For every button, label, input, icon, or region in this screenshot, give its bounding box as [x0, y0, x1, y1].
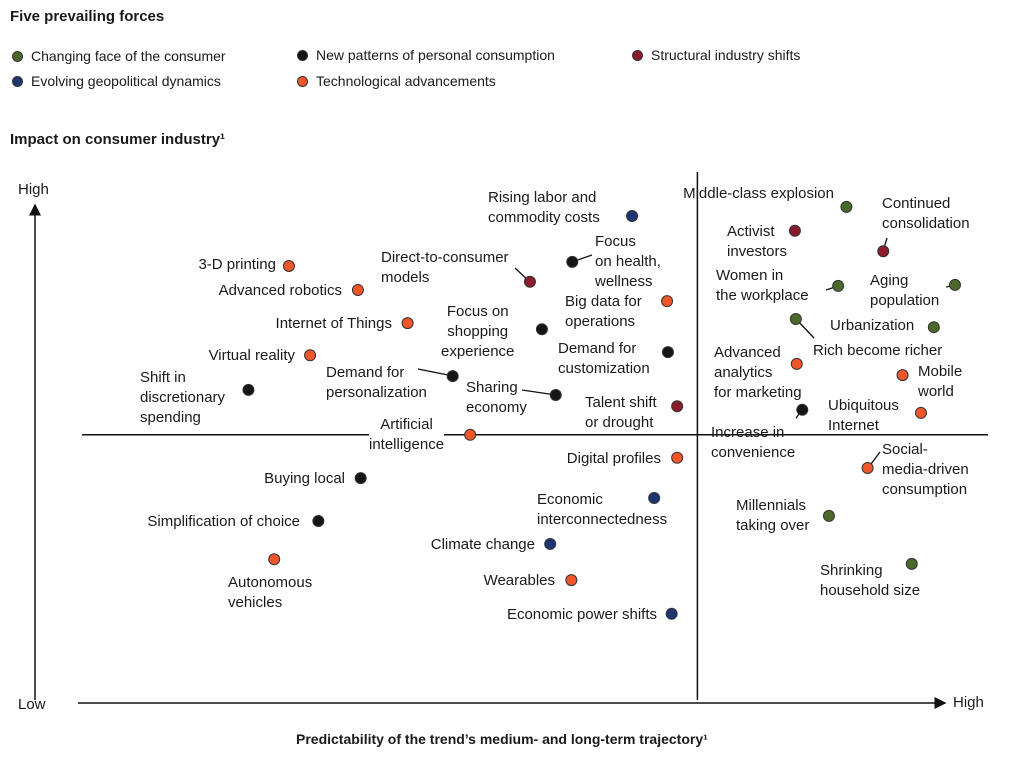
legend-title: Five prevailing forces: [10, 8, 165, 25]
data-label: Continued consolidation: [882, 195, 970, 232]
data-label: Rising labor and commodity costs: [488, 189, 600, 226]
data-point: [268, 553, 281, 566]
data-label: Ubiquitous Internet: [828, 397, 899, 434]
legend-label: Evolving geopolitical dynamics: [31, 73, 221, 89]
legend-label: Changing face of the consumer: [31, 48, 226, 64]
y-axis-high-label: High: [18, 181, 49, 198]
data-point: [822, 509, 835, 522]
data-point: [549, 389, 562, 402]
data-point: [661, 295, 674, 308]
data-label: Shift in discretionary spending: [140, 369, 226, 426]
data-label: Autonomous vehicles: [228, 574, 313, 611]
x-axis-low-label: Low: [18, 696, 46, 713]
data-point: [788, 224, 801, 237]
legend-dot: [297, 49, 308, 61]
data-label: Demand for customization: [558, 340, 650, 377]
data-point: [905, 557, 918, 570]
data-label: Sharing economy: [466, 379, 527, 416]
data-label: Economic interconnectedness: [537, 491, 668, 528]
data-label: Economic power shifts: [506, 606, 657, 623]
data-point: [446, 370, 459, 383]
data-point: [401, 317, 414, 330]
legend-item-tech: Technological advancements: [297, 73, 496, 89]
data-point: [949, 278, 961, 291]
data-point: [535, 323, 548, 336]
data-point: [661, 346, 674, 359]
data-point: [896, 369, 909, 382]
legend-label: Technological advancements: [316, 73, 496, 89]
data-label: Aging population: [870, 272, 940, 309]
data-point: [671, 400, 684, 413]
data-point: [877, 245, 890, 258]
data-label: Advanced robotics: [218, 282, 342, 299]
data-label: Social- media-driven consumption: [882, 441, 969, 498]
data-label: Middle-class explosion: [683, 185, 834, 202]
data-point: [927, 321, 940, 334]
data-point: [304, 349, 317, 362]
data-point: [282, 259, 295, 272]
legend-dot: [12, 50, 23, 62]
data-label: Direct-to-consumer models: [381, 249, 509, 286]
x-axis-title: Predictability of the trend’s medium- an…: [296, 731, 708, 747]
data-label: Millennials taking over: [736, 497, 810, 534]
legend-dot: [297, 75, 308, 87]
data-label: Climate change: [430, 536, 535, 553]
data-point: [790, 357, 803, 370]
data-label: Simplification of choice: [147, 513, 300, 530]
legend-item-geopolitical: Evolving geopolitical dynamics: [12, 73, 221, 89]
data-label: 3-D printing: [198, 256, 276, 273]
data-label: Advanced analytics for marketing: [714, 344, 802, 401]
x-axis-high-label: High: [953, 694, 984, 711]
data-label: Shrinking household size: [820, 562, 921, 599]
y-axis-title: Impact on consumer industry¹: [10, 131, 226, 148]
data-point: [789, 313, 802, 326]
data-label: Focus on shopping experience: [441, 303, 515, 360]
legend-item-consumption: New patterns of personal consumption: [297, 47, 555, 63]
data-label: Big data for operations: [565, 293, 642, 330]
data-point: [523, 275, 536, 288]
data-point: [565, 574, 578, 587]
data-point: [665, 607, 678, 620]
data-label: Virtual reality: [208, 347, 295, 364]
data-point: [242, 383, 255, 396]
data-point: [566, 255, 579, 268]
data-point: [671, 451, 684, 464]
data-point: [626, 210, 639, 223]
data-label: Artificial intelligence: [369, 415, 445, 455]
data-point: [796, 403, 809, 416]
data-label: Women in the workplace: [716, 267, 809, 304]
data-point: [544, 537, 557, 550]
data-label: Mobile world: [918, 363, 963, 400]
data-point: [312, 514, 325, 527]
data-point: [832, 279, 845, 292]
data-label: Talent shift or drought: [585, 394, 657, 431]
data-label: Rich become richer: [813, 342, 943, 359]
legend-dot: [12, 75, 23, 87]
data-label: Digital profiles: [566, 450, 661, 467]
data-label: Demand for personalization: [326, 364, 427, 401]
data-label: Urbanization: [830, 317, 915, 334]
data-point: [840, 200, 853, 213]
data-label: Increase in convenience: [711, 424, 796, 461]
legend-label: Structural industry shifts: [651, 47, 801, 63]
data-point: [648, 492, 661, 505]
data-label: Activist investors: [727, 223, 788, 260]
data-point: [861, 461, 874, 474]
legend-item-consumer: Changing face of the consumer: [12, 48, 226, 64]
data-label: Wearables: [483, 572, 555, 589]
data-label: Buying local: [264, 470, 345, 487]
data-point: [351, 283, 364, 296]
data-point: [914, 406, 927, 419]
data-label: Internet of Things: [275, 315, 392, 332]
legend-item-structural: Structural industry shifts: [632, 47, 800, 63]
data-label: Focus on health, wellness: [595, 233, 661, 290]
data-point: [354, 472, 367, 485]
data-point: [464, 428, 477, 441]
legend-dot: [632, 49, 643, 61]
legend-label: New patterns of personal consumption: [316, 47, 555, 63]
